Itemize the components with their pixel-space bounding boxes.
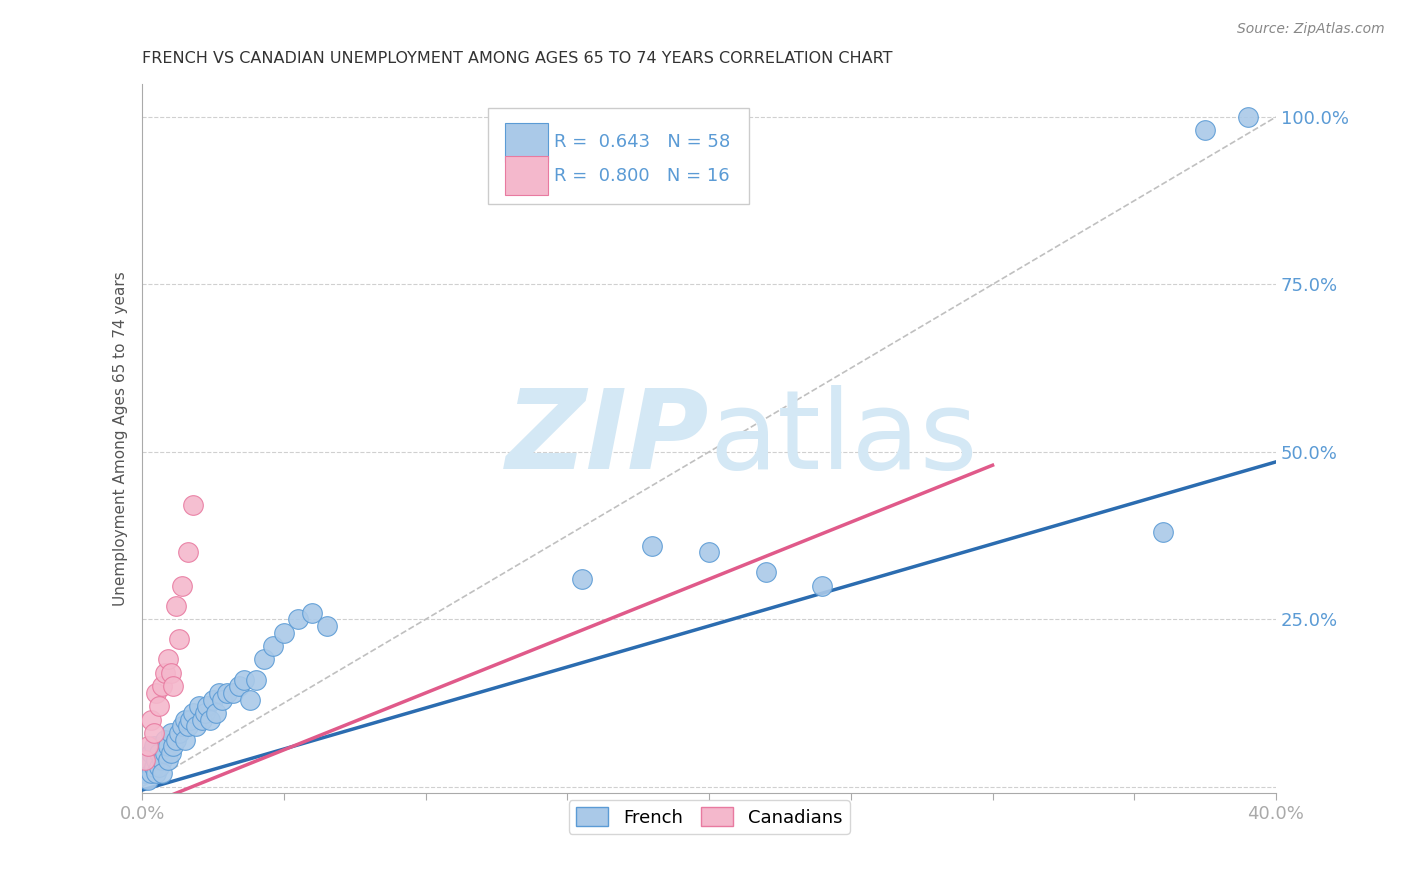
Point: [165, 732, 187, 747]
Point: [191, 713, 214, 727]
Point: [150, 753, 173, 767]
Point: [148, 759, 170, 773]
Point: [159, 746, 181, 760]
Point: [153, 746, 176, 760]
Text: R =  0.800   N = 16: R = 0.800 N = 16: [554, 167, 730, 185]
Point: [139, 766, 162, 780]
Point: [134, 766, 156, 780]
Point: [136, 739, 159, 754]
Point: [222, 686, 245, 700]
Point: [755, 566, 778, 580]
Point: [811, 579, 834, 593]
Text: atlas: atlas: [709, 385, 977, 491]
Point: [134, 753, 156, 767]
Point: [145, 686, 167, 700]
Point: [245, 673, 267, 687]
Point: [148, 699, 170, 714]
Point: [156, 739, 179, 754]
Point: [142, 726, 165, 740]
Point: [145, 753, 167, 767]
Point: [1236, 110, 1258, 124]
Point: [173, 732, 195, 747]
Point: [179, 713, 201, 727]
Point: [208, 686, 231, 700]
Point: [641, 539, 664, 553]
Point: [150, 766, 173, 780]
Y-axis label: Unemployment Among Ages 65 to 74 years: Unemployment Among Ages 65 to 74 years: [114, 271, 128, 606]
Point: [162, 679, 184, 693]
Point: [1152, 525, 1174, 540]
Point: [571, 572, 593, 586]
Point: [205, 706, 228, 720]
Point: [148, 746, 170, 760]
Point: [167, 726, 190, 740]
Point: [176, 545, 198, 559]
Point: [156, 652, 179, 666]
Point: [170, 579, 193, 593]
FancyBboxPatch shape: [505, 123, 548, 162]
Point: [156, 753, 179, 767]
Point: [315, 619, 337, 633]
FancyBboxPatch shape: [505, 156, 548, 195]
Point: [159, 726, 181, 740]
Point: [139, 746, 162, 760]
Legend: French, Canadians: French, Canadians: [569, 800, 849, 834]
Point: [239, 692, 262, 706]
Point: [167, 632, 190, 647]
Point: [153, 665, 176, 680]
Point: [262, 639, 284, 653]
Point: [211, 692, 233, 706]
Point: [173, 713, 195, 727]
Point: [139, 713, 162, 727]
Point: [153, 732, 176, 747]
Point: [253, 652, 276, 666]
Point: [181, 499, 204, 513]
Point: [145, 766, 167, 780]
Point: [228, 679, 250, 693]
Point: [697, 545, 720, 559]
Text: R =  0.643   N = 58: R = 0.643 N = 58: [554, 134, 730, 152]
Point: [150, 679, 173, 693]
Point: [159, 665, 181, 680]
FancyBboxPatch shape: [488, 108, 749, 204]
Text: Source: ZipAtlas.com: Source: ZipAtlas.com: [1237, 22, 1385, 37]
Point: [186, 719, 208, 733]
Point: [142, 739, 165, 754]
Point: [181, 706, 204, 720]
Point: [136, 772, 159, 787]
Point: [301, 606, 323, 620]
Point: [136, 753, 159, 767]
Point: [142, 759, 165, 773]
Point: [273, 625, 295, 640]
Point: [200, 713, 222, 727]
Text: ZIP: ZIP: [506, 385, 709, 491]
Point: [176, 719, 198, 733]
Point: [217, 686, 239, 700]
Point: [162, 739, 184, 754]
Point: [287, 612, 309, 626]
Point: [194, 706, 217, 720]
Point: [170, 719, 193, 733]
Point: [188, 699, 211, 714]
Point: [165, 599, 187, 613]
Text: FRENCH VS CANADIAN UNEMPLOYMENT AMONG AGES 65 TO 74 YEARS CORRELATION CHART: FRENCH VS CANADIAN UNEMPLOYMENT AMONG AG…: [142, 51, 893, 66]
Point: [197, 699, 219, 714]
Point: [1194, 123, 1216, 137]
Point: [233, 673, 256, 687]
Point: [202, 692, 225, 706]
